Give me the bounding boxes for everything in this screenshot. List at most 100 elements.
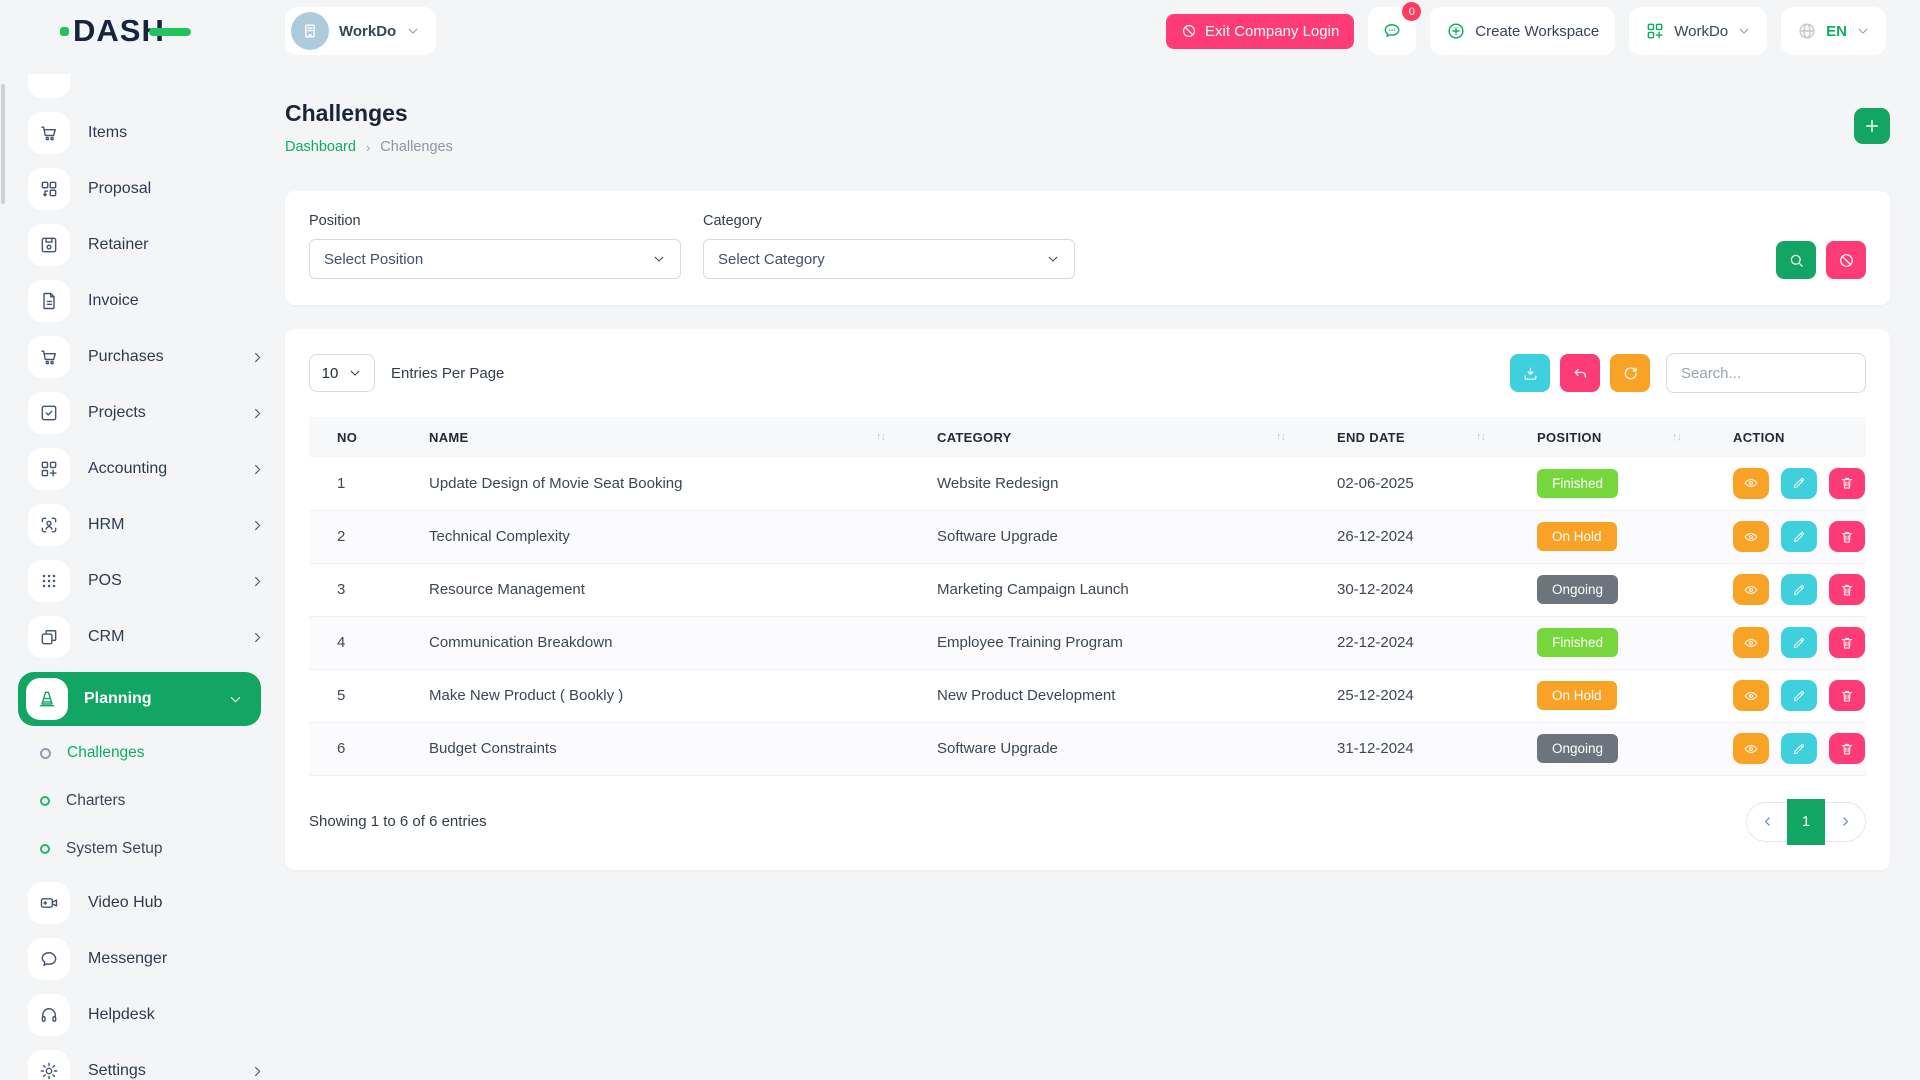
delete-button[interactable] xyxy=(1829,521,1865,552)
next-page-button[interactable] xyxy=(1825,802,1865,842)
entries-per-page-select[interactable]: 10 xyxy=(309,354,375,392)
sidebar-item-invoice[interactable]: Invoice xyxy=(28,280,265,322)
sidebar-item-proposal[interactable]: Proposal xyxy=(28,168,265,210)
status-badge: On Hold xyxy=(1537,681,1617,710)
pencil-icon xyxy=(1791,529,1807,545)
search-icon xyxy=(1788,252,1805,269)
column-header-name[interactable]: NAME↑↓ xyxy=(401,417,909,457)
view-button[interactable] xyxy=(1733,521,1769,552)
sidebar-subitem-system-setup[interactable]: System Setup xyxy=(40,834,265,864)
save-icon xyxy=(28,224,70,266)
delete-button[interactable] xyxy=(1829,733,1865,764)
sidebar-item-projects[interactable]: Projects xyxy=(28,392,265,434)
sidebar-item-messenger[interactable]: Messenger xyxy=(28,938,265,980)
sort-icon[interactable]: ↑↓ xyxy=(876,431,885,443)
delete-button[interactable] xyxy=(1829,468,1865,499)
add-challenge-button[interactable] xyxy=(1854,108,1890,144)
reset-filter-button[interactable] xyxy=(1826,241,1866,279)
sidebar-subitem-charters[interactable]: Charters xyxy=(40,786,265,816)
delete-button[interactable] xyxy=(1829,627,1865,658)
refresh-button[interactable] xyxy=(1610,354,1650,392)
edit-button[interactable] xyxy=(1781,521,1817,552)
chevron-right-icon xyxy=(250,630,265,645)
undo-icon xyxy=(1572,365,1589,382)
pencil-icon xyxy=(1791,475,1807,491)
table-toolbar: 10 Entries Per Page xyxy=(309,353,1866,393)
undo-button[interactable] xyxy=(1560,354,1600,392)
sidebar-item-hrm[interactable]: HRM xyxy=(28,504,265,546)
sidebar-item-planning[interactable]: Planning xyxy=(18,672,261,726)
table-search-input[interactable] xyxy=(1666,353,1866,393)
status-badge: Ongoing xyxy=(1537,734,1618,763)
view-button[interactable] xyxy=(1733,468,1769,499)
sidebar-scrollbar[interactable] xyxy=(1,84,5,204)
view-button[interactable] xyxy=(1733,680,1769,711)
chevron-right-icon xyxy=(1839,815,1852,828)
challenges-table: NO NAME↑↓ CATEGORY↑↓ END DATE↑↓ POSITION… xyxy=(309,417,1866,776)
delete-button[interactable] xyxy=(1829,680,1865,711)
language-selector[interactable]: EN xyxy=(1781,7,1886,55)
table-row: 5 Make New Product ( Bookly ) New Produc… xyxy=(309,669,1866,722)
view-button[interactable] xyxy=(1733,627,1769,658)
cell-no: 6 xyxy=(309,722,401,775)
pencil-icon xyxy=(1791,688,1807,704)
sidebar-item-items[interactable]: Items xyxy=(28,112,265,154)
trash-icon xyxy=(1839,635,1855,651)
exit-company-login-button[interactable]: Exit Company Login xyxy=(1166,14,1354,49)
position-select[interactable]: Select Position xyxy=(309,239,681,279)
edit-button[interactable] xyxy=(1781,733,1817,764)
column-header-action: ACTION xyxy=(1705,417,1866,457)
sidebar-subitem-challenges[interactable]: Challenges xyxy=(40,738,265,768)
sidebar-item-settings[interactable]: Settings xyxy=(28,1050,265,1080)
edit-button[interactable] xyxy=(1781,574,1817,605)
category-select[interactable]: Select Category xyxy=(703,239,1075,279)
sidebar-item-label: Planning xyxy=(84,690,152,708)
messenger-button[interactable]: 0 xyxy=(1368,7,1416,55)
sidebar-item-label: Helpdesk xyxy=(88,1006,155,1024)
view-button[interactable] xyxy=(1733,574,1769,605)
trash-icon xyxy=(1839,475,1855,491)
sidebar-item-helpdesk[interactable]: Helpdesk xyxy=(28,994,265,1036)
cards-icon xyxy=(28,616,70,658)
previous-page-button[interactable] xyxy=(1747,802,1787,842)
title-row: Challenges Dashboard › Challenges xyxy=(285,100,1890,155)
sidebar-partial-item xyxy=(28,74,70,98)
column-header-position[interactable]: POSITION↑↓ xyxy=(1509,417,1705,457)
top-header: DASH WorkDo Exit Company Login 0 Creat xyxy=(0,0,1920,62)
sidebar-item-purchases[interactable]: Purchases xyxy=(28,336,265,378)
edit-button[interactable] xyxy=(1781,468,1817,499)
ban-icon xyxy=(1181,23,1197,39)
sidebar-item-video-hub[interactable]: Video Hub xyxy=(28,882,265,924)
export-button[interactable] xyxy=(1510,354,1550,392)
workdo-apps-menu[interactable]: WorkDo xyxy=(1629,7,1767,55)
cell-category: Website Redesign xyxy=(909,457,1309,510)
page-number-button[interactable]: 1 xyxy=(1787,799,1825,845)
edit-button[interactable] xyxy=(1781,627,1817,658)
workspace-selector[interactable]: WorkDo xyxy=(285,7,436,55)
breadcrumb: Dashboard › Challenges xyxy=(285,139,453,155)
sort-icon[interactable]: ↑↓ xyxy=(1476,431,1485,443)
sidebar-item-label: HRM xyxy=(88,516,124,534)
create-workspace-button[interactable]: Create Workspace xyxy=(1430,7,1615,55)
sort-icon[interactable]: ↑↓ xyxy=(1276,431,1285,443)
column-header-category[interactable]: CATEGORY↑↓ xyxy=(909,417,1309,457)
trash-icon xyxy=(1839,741,1855,757)
sort-icon[interactable]: ↑↓ xyxy=(1672,431,1681,443)
sidebar-item-pos[interactable]: POS xyxy=(28,560,265,602)
cell-end-date: 31-12-2024 xyxy=(1309,722,1509,775)
column-header-no[interactable]: NO xyxy=(309,417,401,457)
sidebar-item-crm[interactable]: CRM xyxy=(28,616,265,658)
view-button[interactable] xyxy=(1733,733,1769,764)
table-header-row: NO NAME↑↓ CATEGORY↑↓ END DATE↑↓ POSITION… xyxy=(309,417,1866,457)
edit-button[interactable] xyxy=(1781,680,1817,711)
sidebar-item-label: Video Hub xyxy=(88,894,162,912)
chat-bubble-icon xyxy=(28,938,70,980)
grid-plus-icon xyxy=(1645,21,1665,41)
delete-button[interactable] xyxy=(1829,574,1865,605)
apply-filter-button[interactable] xyxy=(1776,241,1816,279)
sidebar-item-accounting[interactable]: Accounting xyxy=(28,448,265,490)
column-header-end-date[interactable]: END DATE↑↓ xyxy=(1309,417,1509,457)
sidebar-item-retainer[interactable]: Retainer xyxy=(28,224,265,266)
breadcrumb-dashboard-link[interactable]: Dashboard xyxy=(285,139,356,155)
traffic-cone-icon xyxy=(26,678,68,720)
